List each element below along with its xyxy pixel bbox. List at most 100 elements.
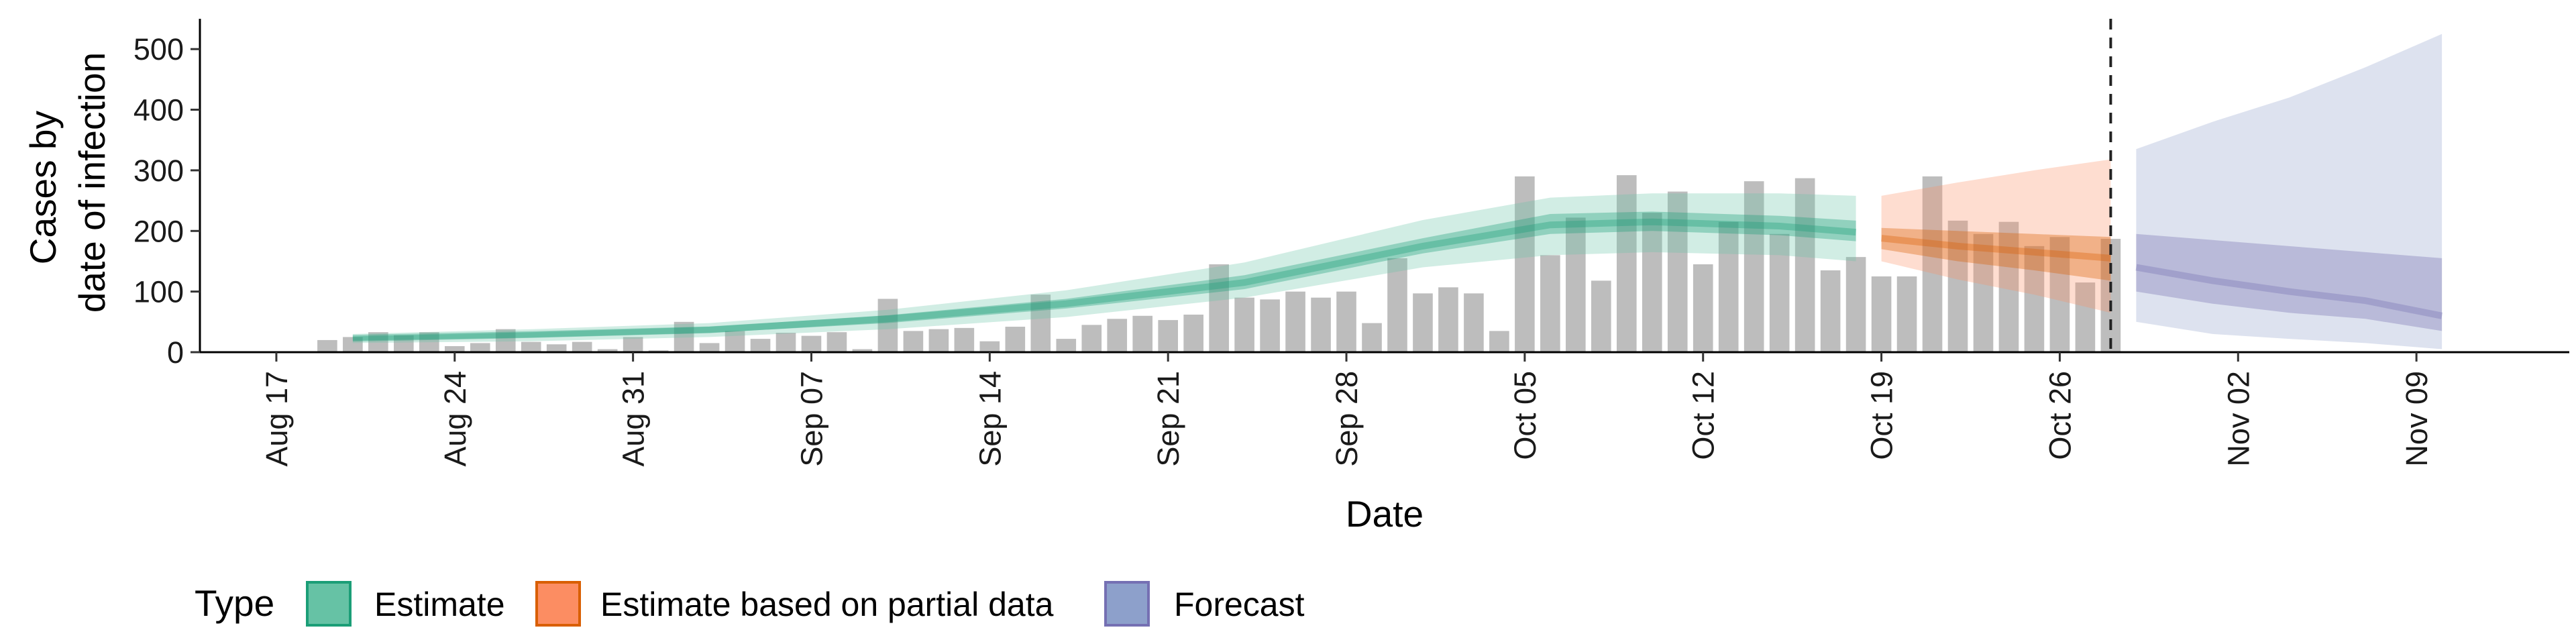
data-bar [801,335,822,352]
data-bar [470,343,490,352]
data-bar [1820,270,1841,352]
data-bar [1489,331,1509,352]
data-bar [928,329,949,352]
data-bar [903,331,924,352]
x-ticks: Aug 17 Aug 24 Aug 31 Sep 07 Sep 14 Sep 21 Sep … [260,352,2434,467]
data-bar [2075,282,2096,352]
data-bar [1183,314,1203,352]
data-bar [1362,323,1382,352]
data-bar [1005,327,1026,352]
data-bar [2049,237,2070,352]
data-bar [1718,221,1739,352]
median-line [2135,264,2443,319]
legend: Type Estimate Estimate based on partial d… [195,581,1305,627]
y-tick-label: 0 [167,335,184,370]
data-bar [623,337,643,352]
data-bar [674,321,694,352]
x-tick-label: Aug 17 [260,371,294,467]
plot-area [317,19,2443,352]
series-estimate [352,193,1856,343]
x-tick-label: Nov 09 [2400,371,2434,467]
data-bar [1030,294,1051,352]
data-bar [1642,213,1662,352]
data-bar [546,344,567,352]
data-bar [2100,239,2121,352]
axes: 0 100 200 300 400 500 Aug 17 Aug 24 Aug 31 Sep 0… [133,19,2569,467]
data-bar [1845,257,1866,352]
data-bar [597,349,618,352]
data-bar [1107,319,1128,352]
data-bar [419,332,439,352]
data-bar [1158,320,1178,352]
data-bar [1794,178,1815,352]
data-bar [1387,258,1407,352]
legend-key [306,581,352,627]
series-forecast [2135,34,2443,350]
data-bar [1871,276,1892,352]
data-bar [1922,176,1943,352]
y-ticks: 0 100 200 300 400 500 [133,32,200,370]
legend-item: Forecast [1104,581,1305,627]
ribbons-layer [352,34,2443,350]
data-bar [852,349,873,352]
data-bar [1616,175,1637,352]
x-axis-title: Date [1346,493,1424,535]
data-bar [826,332,847,352]
y-tick-label: 400 [133,93,184,127]
x-tick-label: Sep 07 [794,371,828,467]
data-bar [521,341,541,352]
legend-item: Estimate based on partial data [535,581,1054,627]
data-bar [1234,297,1254,352]
data-bar [1209,264,1229,352]
data-bar [1413,293,1433,352]
y-tick-label: 200 [133,214,184,248]
data-bar [877,299,898,352]
median-line [1881,235,2111,262]
data-bar [1566,217,1586,352]
data-bar [1464,293,1484,352]
legend-label: Forecast [1174,586,1305,623]
x-tick-label: Oct 12 [1686,371,1721,460]
legend-label: Estimate based on partial data [600,586,1054,623]
y-axis-title-line-2: date of infection [71,52,113,313]
data-bar [394,335,414,352]
data-bar [954,327,975,352]
interval-90-band [352,193,1856,343]
data-bar [699,343,720,352]
data-bar [495,329,516,352]
legend-items: Estimate Estimate based on partial data Fo… [306,581,1305,627]
data-bar [317,339,337,352]
data-bar [2024,246,2045,352]
bars-layer [317,175,2121,352]
data-bar [775,333,796,352]
x-tick-label: Oct 19 [1865,371,1899,460]
legend-key [535,581,581,627]
data-bar [1947,220,1968,352]
data-bar [1285,291,1305,352]
x-tick-label: Oct 26 [2043,371,2077,460]
x-tick-label: Aug 31 [616,371,651,467]
data-bar [572,341,592,352]
interval-50-band [352,211,1856,341]
data-bar [1743,181,1764,352]
y-tick-label: 300 [133,154,184,188]
data-bar [368,332,388,352]
data-bar [1081,325,1102,352]
data-bar [1693,264,1713,352]
legend-title: Type [195,582,274,624]
data-bar [1973,233,1994,352]
data-bar [1769,233,1790,352]
data-bar [1260,299,1280,352]
data-bar [1056,339,1077,352]
data-bar [750,339,771,352]
interval-50-band [2136,233,2443,331]
data-bar [1998,221,2019,352]
data-bar [1591,280,1611,352]
y-tick-label: 500 [133,32,184,66]
x-tick-label: Aug 24 [438,371,472,467]
x-tick-label: Sep 21 [1151,371,1185,467]
data-bar [1438,287,1458,352]
data-bar [1515,176,1535,352]
x-tick-label: Nov 02 [2221,371,2255,467]
